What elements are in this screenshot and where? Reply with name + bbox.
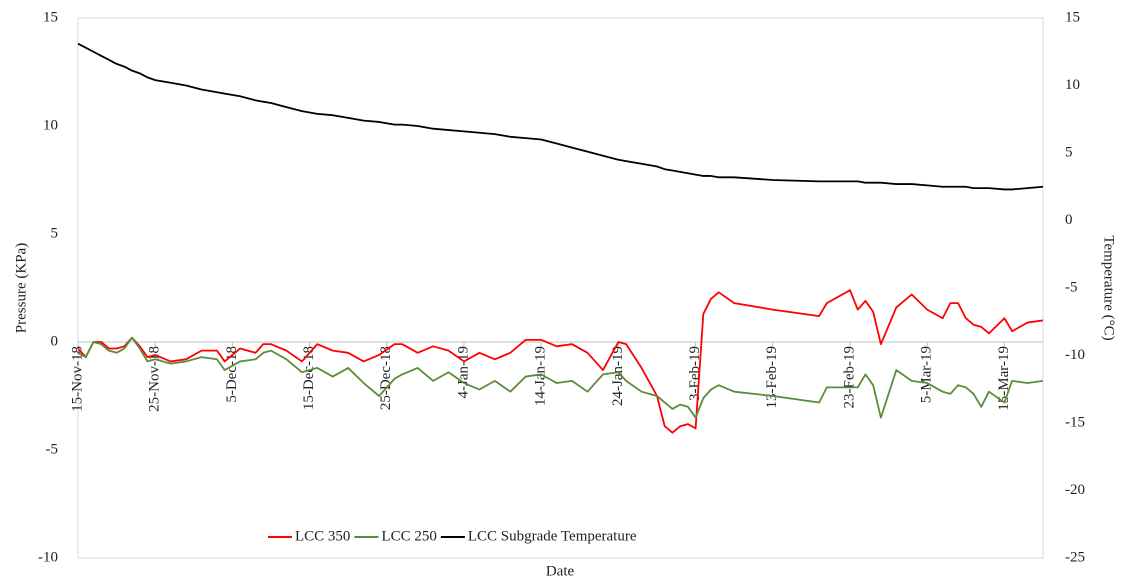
x-tick-label: 4-Jan-19 <box>455 346 471 399</box>
y2-tick-label: -20 <box>1065 482 1085 498</box>
y-tick-label: 5 <box>51 225 59 241</box>
y2-tick-label: -10 <box>1065 347 1085 363</box>
y2-tick-label: 0 <box>1065 212 1073 228</box>
x-tick-label: 13-Feb-19 <box>764 346 780 409</box>
series-line <box>77 42 1044 191</box>
x-tick-label: 14-Jan-19 <box>533 346 549 406</box>
plot-frame <box>77 17 1044 559</box>
x-tick-label: 23-Feb-19 <box>841 346 857 409</box>
y-tick-label: 15 <box>43 9 58 25</box>
series-line <box>77 289 1044 434</box>
legend-label: LCC 250 <box>381 528 436 544</box>
y-tick-label: 0 <box>51 333 59 349</box>
y-tick-label: -5 <box>46 441 59 457</box>
y2-tick-label: 10 <box>1065 77 1080 93</box>
y-tick-label: 10 <box>43 117 58 133</box>
y-axis-label: Pressure (KPa) <box>13 243 29 333</box>
y2-tick-label: -5 <box>1065 279 1078 295</box>
y2-tick-label: 5 <box>1065 144 1073 160</box>
legend-label: LCC 350 <box>295 528 350 544</box>
y2-tick-label: -25 <box>1065 549 1085 565</box>
x-tick-label: 24-Jan-19 <box>610 346 626 406</box>
y2-tick-label: 15 <box>1065 9 1080 25</box>
y-tick-label: -10 <box>38 549 58 565</box>
legend-label: LCC Subgrade Temperature <box>468 528 637 544</box>
series-line <box>77 336 1044 419</box>
x-tick-label: 25-Nov-18 <box>147 346 163 412</box>
x-tick-label: 5-Dec-18 <box>224 346 240 403</box>
x-tick-label: 15-Mar-19 <box>996 346 1012 411</box>
y2-axis-label: Temperature (°C) <box>1101 235 1117 340</box>
x-tick-label: 15-Dec-18 <box>301 346 317 410</box>
x-axis-label: Date <box>546 563 575 579</box>
y2-tick-label: -15 <box>1065 414 1085 430</box>
x-tick-label: 25-Dec-18 <box>378 346 394 410</box>
x-tick-label: 15-Nov-18 <box>69 346 85 412</box>
x-tick-label: 5-Mar-19 <box>919 346 935 403</box>
